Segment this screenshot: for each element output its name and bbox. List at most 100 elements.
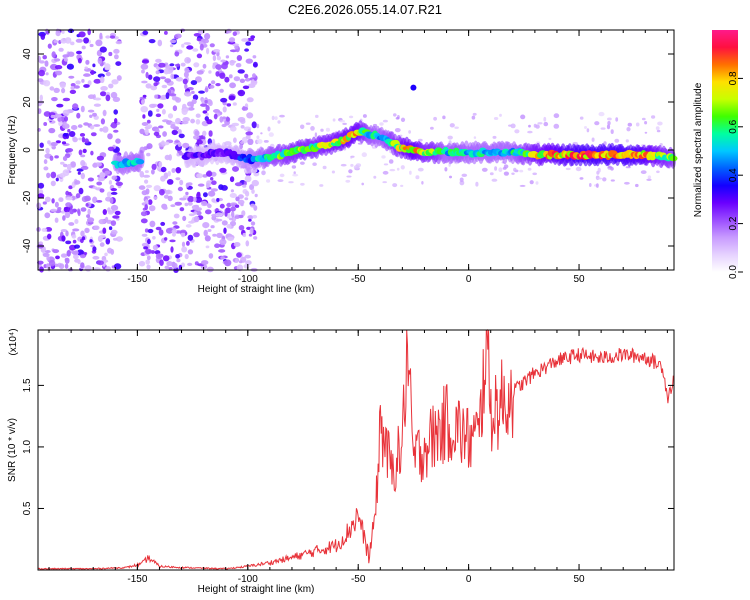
noise-blob [175,117,181,125]
noise-blob [77,259,81,265]
noise-blob [187,195,195,203]
noise-blob [171,129,178,136]
noise-blob [184,202,189,207]
noise-blob [105,94,111,102]
noise-blob [142,94,147,98]
noise-blob [162,255,170,262]
noise-blob [167,170,171,177]
noise-blob [535,124,540,129]
noise-blob [543,116,547,122]
noise-blob [54,155,59,159]
noise-blob [165,190,171,195]
noise-blob [181,108,188,115]
noise-blob [155,58,162,63]
snr-axes: -150 -100 -50 0 50 0.5 1.0 1.5 Height of straigh… [7,330,674,595]
noise-blob [163,68,169,75]
noise-blob [187,249,194,255]
noise-blob [640,170,647,175]
noise-blob [535,181,539,185]
noise-blob [219,203,225,209]
noise-blob [430,126,434,130]
noise-blob [72,137,78,143]
noise-blob [180,229,187,233]
noise-blob [193,62,200,68]
noise-blob [206,47,210,55]
noise-blob [58,197,64,203]
noise-blob [102,109,107,117]
noise-blob [76,50,82,55]
noise-blob [237,199,245,205]
ridge-blob [135,159,145,165]
noise-blob [151,163,157,171]
noise-blob [169,39,177,44]
noise-blob [190,118,196,124]
noise-blob [325,127,330,132]
noise-blob [225,55,230,59]
noise-blob [513,167,517,172]
noise-blob [492,135,497,139]
noise-blob [184,253,189,260]
noise-blob [251,121,257,129]
noise-blob [62,163,68,168]
noise-blob [51,97,58,102]
noise-blob [111,175,118,181]
noise-blob [201,260,209,265]
noise-blob [214,243,221,248]
noise-blob [161,109,166,115]
noise-blob [144,170,149,174]
noise-blob [99,46,107,53]
noise-blob [491,178,498,182]
noise-blob [187,262,193,266]
noise-blob [182,117,190,122]
noise-blob [44,196,51,203]
noise-blob [83,37,89,44]
noise-blob [245,190,250,197]
noise-blob [65,202,72,208]
noise-blob [115,181,124,186]
noise-blob [60,253,68,258]
noise-blob [178,133,185,139]
noise-blob [62,54,70,58]
noise-blob [54,263,59,267]
noise-blob [60,161,65,165]
noise-blob [159,188,165,196]
noise-blob [205,183,210,189]
noise-blob [181,246,188,253]
noise-blob [213,113,218,120]
noise-blob [65,124,70,129]
noise-blob [221,62,228,70]
noise-blob [159,259,164,267]
noise-blob [244,175,252,183]
noise-blob [206,119,213,125]
noise-blob [80,230,85,237]
noise-blob [84,265,92,272]
noise-blob [361,152,367,158]
noise-blob [113,48,120,54]
noise-blob [177,186,183,192]
x-tick-label: 50 [573,274,585,285]
noise-blob [503,164,509,169]
noise-blob [218,249,226,253]
noise-blob [65,230,69,237]
noise-blob [42,252,50,258]
noise-blob [232,102,237,106]
noise-blob [63,133,68,137]
noise-blob [543,121,549,127]
noise-blob [300,182,305,186]
noise-blob [244,48,250,52]
noise-blob [247,138,254,145]
noise-blob [37,260,44,265]
noise-blob [245,134,251,140]
noise-blob [71,125,78,130]
noise-blob [219,88,224,93]
colorbar-tick-label: 0.2 [728,216,739,230]
noise-blob [250,203,256,208]
noise-blob [156,108,160,113]
noise-blob [230,189,234,193]
noise-blob [220,59,226,63]
noise-blob [314,132,318,138]
noise-blob [192,94,199,101]
noise-blob [169,44,174,48]
noise-blob [80,207,87,212]
noise-blob [237,69,245,74]
